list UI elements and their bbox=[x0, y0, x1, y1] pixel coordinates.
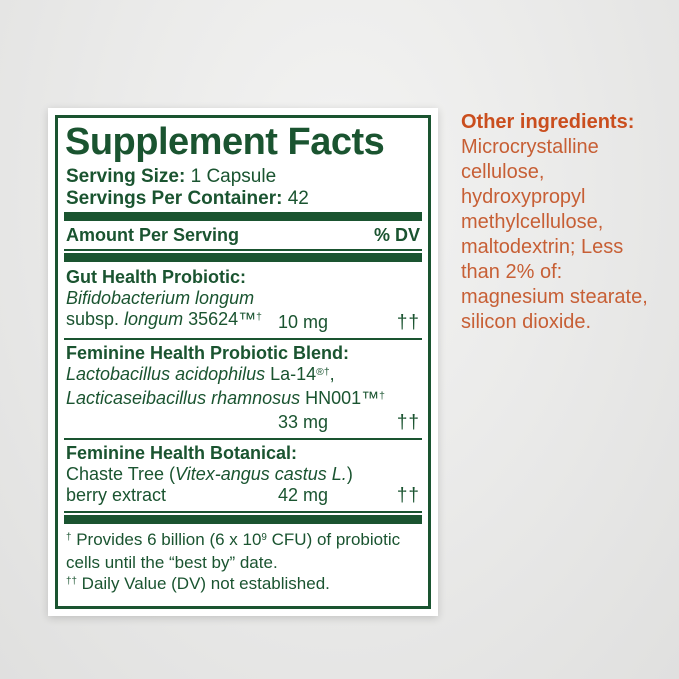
gut-probiotic-dv: †† bbox=[396, 311, 420, 333]
column-header-row: Amount Per Serving % DV bbox=[64, 223, 422, 249]
other-ingredients-heading: Other ingredients: bbox=[461, 111, 635, 133]
gut-probiotic-strain: subsp. longum 35624™† bbox=[66, 308, 262, 329]
thin-divider-rule bbox=[64, 248, 422, 251]
footnote-daily-value: †† Daily Value (DV) not established. bbox=[66, 573, 330, 593]
section-feminine-botanical: Feminine Health Botanical: Chaste Tree (… bbox=[64, 440, 422, 511]
footnotes: † Provides 6 billion (6 x 109 CFU) of pr… bbox=[64, 526, 422, 601]
servings-per-container-value: 42 bbox=[287, 187, 309, 209]
section-feminine-probiotic-blend: Feminine Health Probiotic Blend: Lactoba… bbox=[64, 340, 422, 438]
feminine-blend-amount: 33 mg bbox=[278, 411, 329, 432]
servings-per-container-row: Servings Per Container: 42 bbox=[64, 188, 422, 210]
other-ingredients-body: Microcrystalline cellulose, hydroxypropy… bbox=[461, 136, 648, 333]
feminine-blend-species-1: Lactobacillus acidophilus La-14®†, bbox=[66, 363, 335, 384]
botanical-dv: †† bbox=[396, 484, 420, 506]
servings-per-container-label: Servings Per Container: bbox=[66, 187, 283, 209]
botanical-amount: 42 mg bbox=[278, 484, 329, 505]
supplement-facts-title: Supplement Facts bbox=[65, 121, 385, 163]
gut-probiotic-amount: 10 mg bbox=[278, 311, 329, 332]
gut-probiotic-amount-row: subsp. longum 35624™† 10 mg †† bbox=[66, 309, 420, 333]
feminine-blend-amount-row: 33 mg †† bbox=[66, 412, 420, 433]
thick-divider-bar bbox=[64, 211, 422, 221]
other-ingredients-block: Other ingredients: Microcrystalline cell… bbox=[461, 110, 651, 335]
botanical-name: Chaste Tree (Vitex-angus castus L.) bbox=[66, 463, 353, 484]
thin-divider-rule bbox=[64, 337, 422, 340]
supplement-facts-panel: Supplement Facts Serving Size: 1 Capsule… bbox=[55, 115, 431, 610]
footnote-cfu: † Provides 6 billion (6 x 109 CFU) of pr… bbox=[66, 529, 401, 573]
feminine-blend-species-2: Lacticaseibacillus rhamnosus HN001™† bbox=[66, 387, 385, 408]
thin-divider-rule bbox=[64, 510, 422, 513]
supplement-facts-card: Supplement Facts Serving Size: 1 Capsule… bbox=[48, 108, 438, 617]
serving-size-label: Serving Size: bbox=[66, 165, 186, 187]
botanical-name-line2: berry extract bbox=[66, 484, 167, 505]
thin-divider-rule bbox=[64, 437, 422, 440]
thick-divider-bar bbox=[64, 514, 422, 524]
gut-probiotic-heading: Gut Health Probiotic: bbox=[66, 266, 246, 287]
serving-size-row: Serving Size: 1 Capsule bbox=[64, 166, 422, 188]
botanical-amount-row: berry extract 42 mg †† bbox=[66, 485, 420, 506]
botanical-heading: Feminine Health Botanical: bbox=[66, 442, 298, 463]
thick-divider-bar bbox=[64, 252, 422, 262]
amount-per-serving-header: Amount Per Serving bbox=[66, 224, 240, 245]
gut-probiotic-species: Bifidobacterium longum bbox=[66, 287, 255, 308]
feminine-blend-dv: †† bbox=[396, 411, 420, 433]
feminine-blend-heading: Feminine Health Probiotic Blend: bbox=[66, 342, 350, 363]
section-gut-health-probiotic: Gut Health Probiotic: Bifidobacterium lo… bbox=[64, 264, 422, 338]
serving-size-value: 1 Capsule bbox=[190, 165, 277, 187]
percent-dv-header: % DV bbox=[373, 224, 420, 245]
